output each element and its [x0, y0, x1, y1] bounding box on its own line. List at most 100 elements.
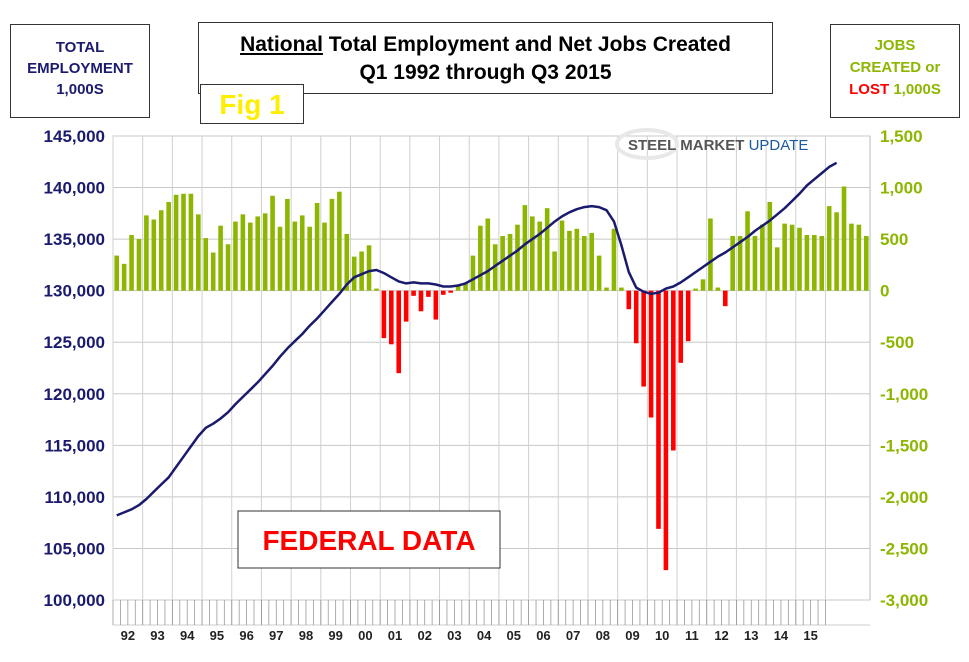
- left-tick-label: 130,000: [44, 282, 105, 301]
- chart-title-prefix: National: [240, 33, 323, 56]
- jobs-bar: [641, 290, 646, 387]
- jobs-bar: [440, 290, 446, 295]
- jobs-bar: [715, 287, 721, 291]
- jobs-bar: [581, 236, 587, 291]
- right-tick-label: 0: [880, 282, 889, 301]
- jobs-bar: [722, 290, 728, 307]
- right-axis-title-line1: JOBS: [874, 37, 916, 54]
- jobs-bar: [478, 225, 483, 291]
- x-year-label: 96: [239, 628, 253, 643]
- jobs-bar: [418, 290, 424, 312]
- chart-title-rest: Total Employment and Net Jobs Created: [328, 33, 731, 56]
- jobs-bar: [381, 290, 387, 339]
- left-tick-label: 120,000: [44, 385, 105, 404]
- jobs-bar: [329, 198, 335, 291]
- x-year-label: 11: [685, 628, 699, 643]
- jobs-bar: [834, 212, 839, 291]
- logo-update: UPDATE: [749, 137, 809, 154]
- x-year-label: 06: [536, 628, 550, 643]
- jobs-bar: [188, 193, 194, 291]
- x-year-label: 14: [774, 628, 789, 643]
- jobs-bar: [218, 225, 223, 291]
- jobs-bar: [567, 230, 572, 291]
- left-tick-label: 100,000: [44, 591, 105, 610]
- jobs-bar: [366, 245, 372, 291]
- jobs-bar: [544, 208, 550, 291]
- x-year-label: 04: [477, 628, 492, 643]
- left-tick-label: 145,000: [44, 127, 105, 146]
- employment-line: [116, 161, 838, 517]
- logo-text: STEEL MARKET UPDATE: [628, 137, 808, 154]
- x-year-label: 97: [269, 628, 283, 643]
- jobs-bar: [863, 236, 869, 291]
- jobs-bar: [737, 236, 743, 291]
- x-year-label: 05: [507, 628, 521, 643]
- jobs-bar: [411, 290, 416, 296]
- jobs-bar: [774, 247, 780, 291]
- jobs-bar: [648, 290, 654, 418]
- x-year-label: 93: [150, 628, 164, 643]
- jobs-bar: [804, 234, 810, 291]
- jobs-bar: [144, 215, 149, 291]
- jobs-bar: [826, 206, 832, 291]
- jobs-bar: [426, 290, 431, 297]
- jobs-bar: [403, 290, 409, 322]
- jobs-bar: [158, 210, 164, 291]
- right-axis-title-line2: CREATED or: [849, 59, 941, 76]
- jobs-bar: [626, 290, 632, 310]
- jobs-bar: [604, 287, 609, 291]
- employment-line-group: [116, 161, 838, 517]
- x-year-label: 15: [803, 628, 817, 643]
- jobs-bar: [173, 194, 179, 291]
- logo-steel: STEEL: [628, 137, 676, 154]
- jobs-bar: [337, 191, 342, 291]
- jobs-bar: [374, 288, 379, 291]
- jobs-bar: [596, 255, 602, 291]
- jobs-bar: [292, 221, 298, 291]
- left-axis-title-line2: EMPLOYMENT: [27, 60, 133, 77]
- jobs-bar: [849, 223, 854, 291]
- x-year-label: 10: [655, 628, 669, 643]
- jobs-bar: [121, 263, 127, 291]
- jobs-bar: [136, 239, 142, 291]
- right-axis-title-line3: LOST 1,000S: [831, 79, 959, 101]
- left-tick-label: 115,000: [44, 436, 105, 455]
- right-tick-label: 500: [880, 230, 908, 249]
- right-tick-label: -2,500: [880, 539, 928, 558]
- x-year-label: 00: [358, 628, 372, 643]
- right-axis-ticks: -3,000 -2,500 -2,000 -1,500 -1,000 -500 0 500 1,…: [880, 127, 928, 610]
- x-year-label: 01: [388, 628, 402, 643]
- steel-market-update-logo: STEEL MARKET UPDATE: [615, 128, 808, 160]
- left-tick-label: 125,000: [44, 333, 105, 352]
- right-tick-label: -1,500: [880, 436, 928, 455]
- chart-title-line1: National Total Employment and Net Jobs C…: [199, 31, 772, 59]
- x-year-label: 12: [714, 628, 728, 643]
- x-axis: 92 93 94 95 96 97 98 99 00 01 02 03 04 05 06 07 08 09 10 11…: [112, 600, 870, 643]
- right-axis-title-units: 1,000S: [893, 81, 941, 98]
- jobs-bar: [448, 290, 453, 293]
- jobs-bar: [396, 290, 402, 374]
- jobs-bar: [760, 224, 765, 291]
- jobs-bar: [530, 216, 535, 291]
- jobs-bar: [270, 195, 275, 291]
- x-year-label: 08: [596, 628, 610, 643]
- jobs-bar: [166, 201, 171, 291]
- jobs-bar: [314, 203, 320, 291]
- jobs-bar: [789, 224, 795, 291]
- jobs-bar: [344, 233, 350, 291]
- jobs-bar: [463, 283, 468, 291]
- jobs-bar: [663, 290, 669, 571]
- right-tick-label: 1,000: [880, 179, 923, 198]
- jobs-bar: [285, 198, 290, 291]
- jobs-bar: [633, 290, 639, 344]
- jobs-bar: [492, 244, 498, 291]
- jobs-bar: [359, 251, 364, 291]
- jobs-bar: [782, 223, 787, 291]
- jobs-bar: [693, 288, 698, 291]
- jobs-bar: [247, 222, 253, 291]
- jobs-bar: [619, 287, 624, 291]
- fig-label: Fig 1: [200, 84, 304, 124]
- jobs-bar: [151, 219, 157, 291]
- jobs-bar: [507, 233, 513, 291]
